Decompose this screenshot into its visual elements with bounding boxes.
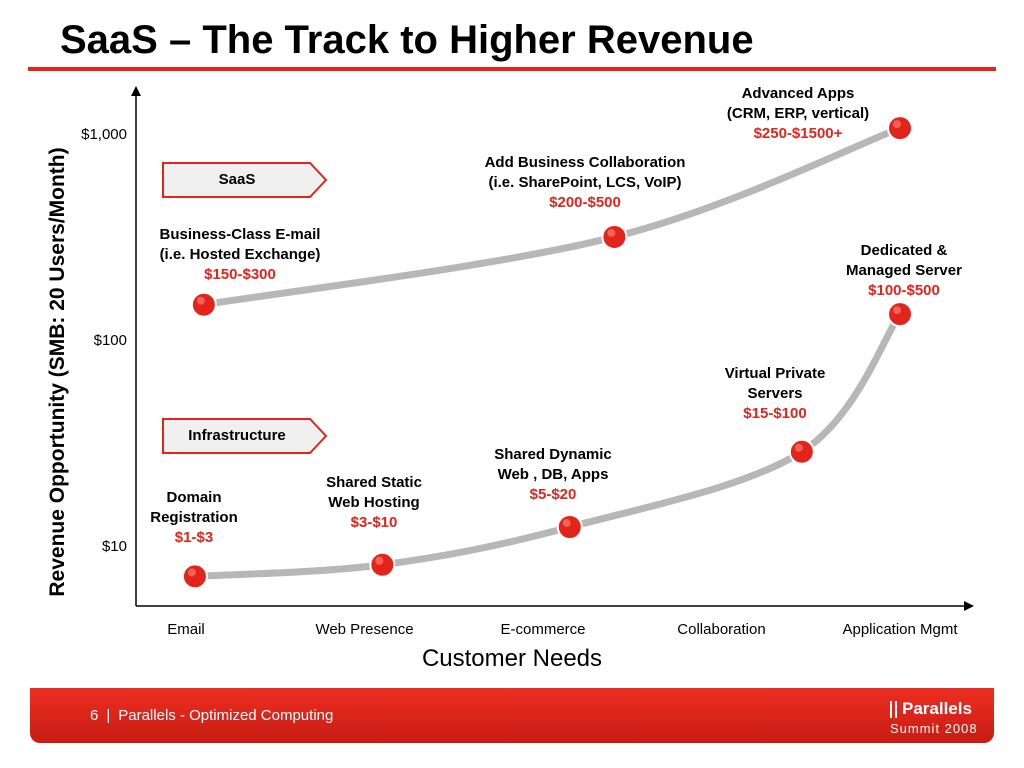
data-point-marker — [190, 291, 217, 318]
slide-title: SaaS – The Track to Higher Revenue — [60, 18, 754, 62]
x-tick-label: Collaboration — [677, 621, 766, 638]
footer-separator: | — [106, 707, 111, 724]
data-point-highlight — [562, 519, 571, 528]
annotation-subtitle: (i.e. Hosted Exchange) — [159, 246, 321, 263]
data-point-marker — [369, 551, 396, 578]
logo-event: Summit 2008 — [890, 721, 978, 736]
data-point-highlight — [196, 296, 205, 305]
annotation-subtitle: (CRM, ERP, vertical) — [726, 105, 870, 122]
annotation-price: $150-$300 — [204, 266, 276, 283]
data-point-highlight — [893, 306, 901, 315]
x-axis-arrow — [964, 601, 974, 611]
y-axis-label: Revenue Opportunity (SMB: 20 Users/Month… — [46, 147, 69, 597]
annotation-price: $100-$500 — [868, 282, 940, 299]
data-point — [181, 563, 208, 590]
data-point — [190, 291, 217, 318]
data-point-marker — [887, 301, 913, 328]
annotation-title: Add Business Collaboration — [484, 154, 686, 171]
callout-saas: SaaS — [162, 162, 328, 198]
data-point-highlight — [375, 556, 384, 565]
page-number: 6 — [90, 707, 99, 724]
data-point — [369, 551, 396, 578]
data-point-marker — [788, 438, 815, 465]
annotation-subtitle: Managed Server — [846, 262, 962, 279]
annotation-price: $250-$1500+ — [753, 125, 843, 142]
x-axis-label: Customer Needs — [421, 645, 603, 672]
data-point-marker — [556, 514, 583, 541]
y-axis-arrow — [131, 86, 141, 96]
annotation-domain-registration: Domain Registration $1-$3 — [150, 488, 238, 548]
annotation-price: $15-$100 — [743, 405, 807, 422]
footer-bar: 6 | Parallels - Optimized Computing Parall… — [30, 688, 994, 743]
annotation-shared-dynamic: Shared Dynamic Web , DB, Apps $5-$20 — [494, 445, 612, 505]
annotation-advanced-apps: Advanced Apps (CRM, ERP, vertical) $250-… — [727, 84, 869, 144]
annotation-subtitle: Web Hosting — [328, 494, 420, 511]
data-point — [601, 223, 628, 250]
title-rule — [28, 67, 996, 71]
y-tick-label: $10 — [101, 538, 127, 555]
x-tick-label: E-commerce — [500, 621, 586, 638]
data-point-highlight — [187, 568, 196, 577]
annotation-title: Shared Static — [326, 474, 422, 491]
annotation-title: Dedicated & — [860, 242, 948, 259]
annotation-title: Advanced Apps — [741, 85, 855, 102]
annotation-business-email: Business-Class E-mail (i.e. Hosted Excha… — [160, 225, 321, 285]
data-point-highlight — [794, 443, 803, 452]
annotation-subtitle: Web , DB, Apps — [497, 466, 609, 483]
data-point-highlight — [607, 228, 616, 237]
callout-infrastructure: Infrastructure — [162, 418, 328, 454]
annotation-title: Business-Class E-mail — [159, 226, 321, 243]
callout-saas-label: SaaS — [218, 171, 256, 188]
annotation-price: $5-$20 — [529, 486, 577, 503]
annotation-subtitle: Registration — [150, 509, 238, 526]
x-tick-label: Web Presence — [315, 621, 414, 638]
annotation-title: Virtual Private — [724, 365, 826, 382]
annotation-price: $200-$500 — [549, 194, 621, 211]
data-point-marker — [181, 563, 208, 590]
data-point — [788, 438, 815, 465]
callout-infrastructure-label: Infrastructure — [188, 427, 286, 444]
footer-caption: Parallels - Optimized Computing — [118, 707, 334, 724]
data-point — [887, 301, 913, 328]
annotation-title: Domain — [166, 489, 222, 506]
y-tick-label: $1,000 — [81, 126, 127, 143]
data-point-marker — [887, 115, 913, 142]
annotation-title: Shared Dynamic — [494, 446, 612, 463]
data-point-marker — [601, 223, 628, 250]
data-point — [887, 115, 913, 142]
data-point — [556, 514, 583, 541]
annotation-business-collaboration: Add Business Collaboration (i.e. SharePo… — [485, 153, 686, 213]
y-tick-label: $100 — [93, 332, 127, 349]
annotation-subtitle: (i.e. SharePoint, LCS, VoIP) — [488, 174, 682, 191]
annotation-subtitle: Servers — [747, 385, 803, 402]
data-point-highlight — [893, 120, 901, 129]
annotation-virtual-private: Virtual Private Servers $15-$100 — [725, 364, 826, 424]
annotation-price: $1-$3 — [174, 529, 214, 546]
x-tick-label: Email — [167, 621, 205, 638]
x-tick-label: Application Mgmt — [842, 621, 958, 638]
footer-text: 6 | Parallels - Optimized Computing — [90, 707, 333, 724]
annotation-dedicated-server: Dedicated & Managed Server $100-$500 — [846, 241, 962, 301]
logo-name: Parallels — [902, 699, 972, 718]
annotation-shared-static: Shared Static Web Hosting $3-$10 — [326, 473, 422, 533]
annotation-price: $3-$10 — [350, 514, 398, 531]
